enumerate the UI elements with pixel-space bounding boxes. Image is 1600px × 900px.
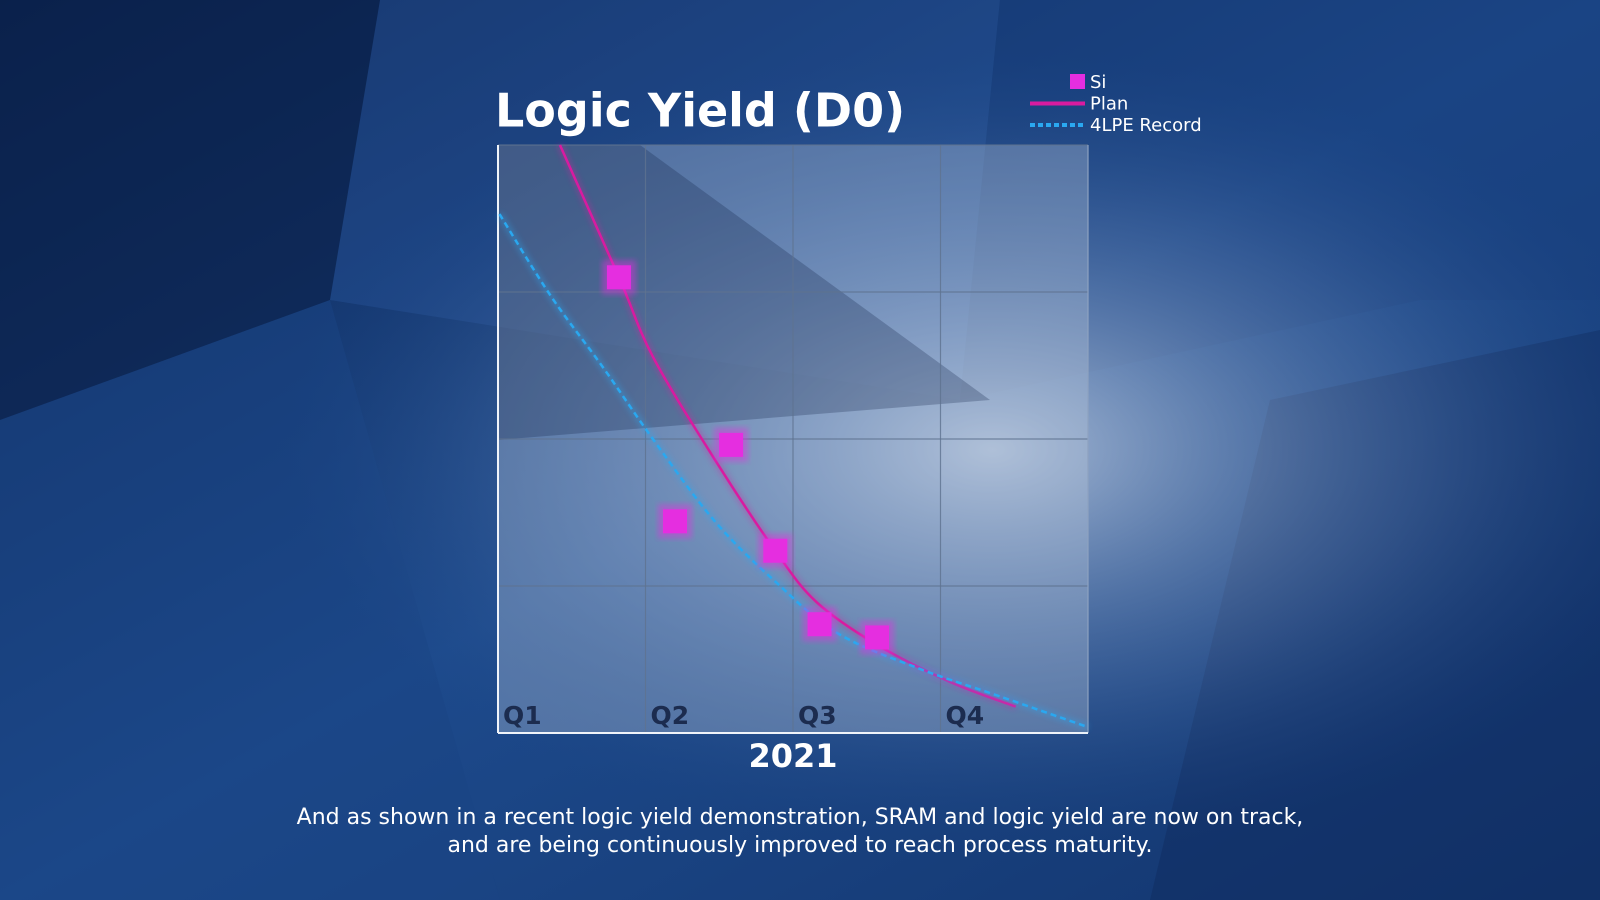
si-marker [807, 612, 832, 637]
legend-label: Plan [1090, 94, 1128, 115]
plot [496, 143, 1089, 730]
legend-label: Si [1090, 72, 1106, 93]
x-tick-label: Q4 [946, 701, 985, 730]
caption-line: And as shown in a recent logic yield dem… [297, 805, 1304, 830]
x-tick-label: Q1 [503, 701, 542, 730]
caption-line: and are being continuously improved to r… [448, 833, 1153, 858]
x-tick-label: Q2 [651, 701, 690, 730]
grid: Q1 Q2 Q3 Q4 [497, 144, 1089, 734]
si-marker [606, 265, 631, 290]
chart-title: Logic Yield (D0) [495, 84, 905, 138]
si-marker [865, 625, 890, 650]
si-marker [663, 509, 687, 534]
si-marker [763, 538, 788, 563]
x-tick-label: Q3 [798, 701, 837, 730]
legend-label: 4LPE Record [1090, 115, 1202, 136]
legend-swatch [1070, 74, 1085, 89]
x-axis-label: 2021 [748, 737, 837, 775]
si-marker [719, 432, 744, 457]
record-line [498, 213, 1089, 729]
